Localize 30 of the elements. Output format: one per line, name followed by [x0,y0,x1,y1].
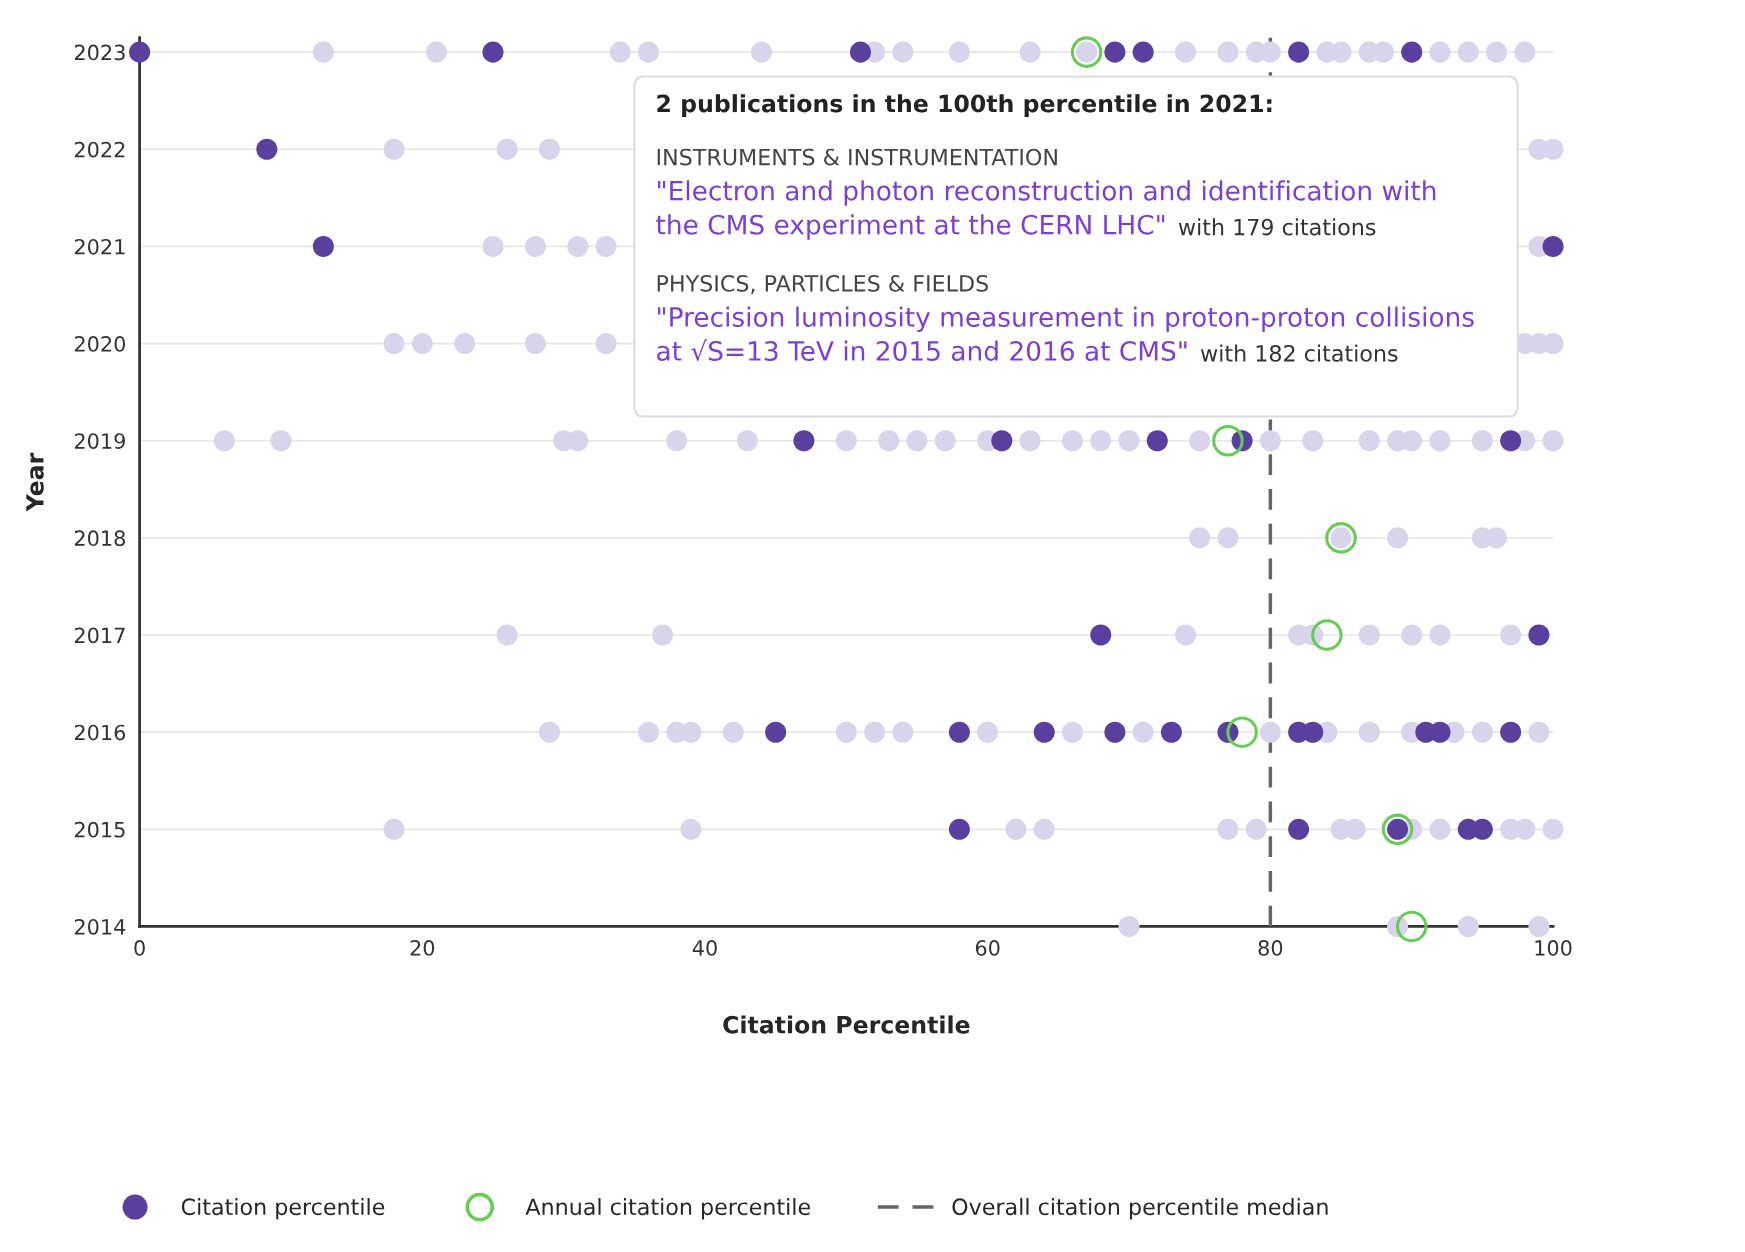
y-tick-label: 2020 [74,336,126,352]
y-tick-label: 2019 [74,433,125,449]
annotation: 2 publications in the 100th percentile in 2021: [657,94,1272,117]
y-tick-label: 2022 [74,141,125,158]
x-tick-label: 20 [410,940,435,956]
annotation: with 179 citations [1178,218,1376,236]
annotation: at √S=13 TeV in 2015 and 2016 at CMS" [657,339,1187,362]
legend-label: Overall citation percentile median [952,1197,1328,1220]
x-tick-label: 0 [134,940,145,956]
x-tick-label: 40 [692,940,717,956]
annotation: "Precision luminosity measurement in proton-proton collisions [658,306,1474,333]
y-tick-label: 2015 [74,821,125,838]
y-tick-label: 2018 [74,530,125,547]
x-tick-label: 80 [1258,940,1283,956]
y-tick-label: 2021 [74,238,125,255]
y-tick-label: 2014 [74,918,126,935]
annotation: PHYSICS, PARTICLES & FIELDS [657,274,988,295]
annotation: the CMS experiment at the CERN LHC" [656,214,1165,240]
y-axis-title: Year [26,452,44,512]
legend-label: Citation percentile [181,1197,385,1220]
x-tick-label: 100 [1535,940,1572,956]
annotation: INSTRUMENTS & INSTRUMENTATION [657,148,1057,166]
legend-label: Annual citation percentile [525,1197,810,1220]
y-tick-label: 2016 [74,724,126,741]
annotation: "Electron and photon reconstruction and identification with [658,180,1436,206]
x-tick-label: 60 [975,940,1000,956]
x-axis-title: Citation Percentile [723,1015,970,1034]
y-tick-label: 2023 [74,44,125,61]
y-tick-label: 2017 [74,627,125,644]
annotation: with 182 citations [1200,344,1398,362]
